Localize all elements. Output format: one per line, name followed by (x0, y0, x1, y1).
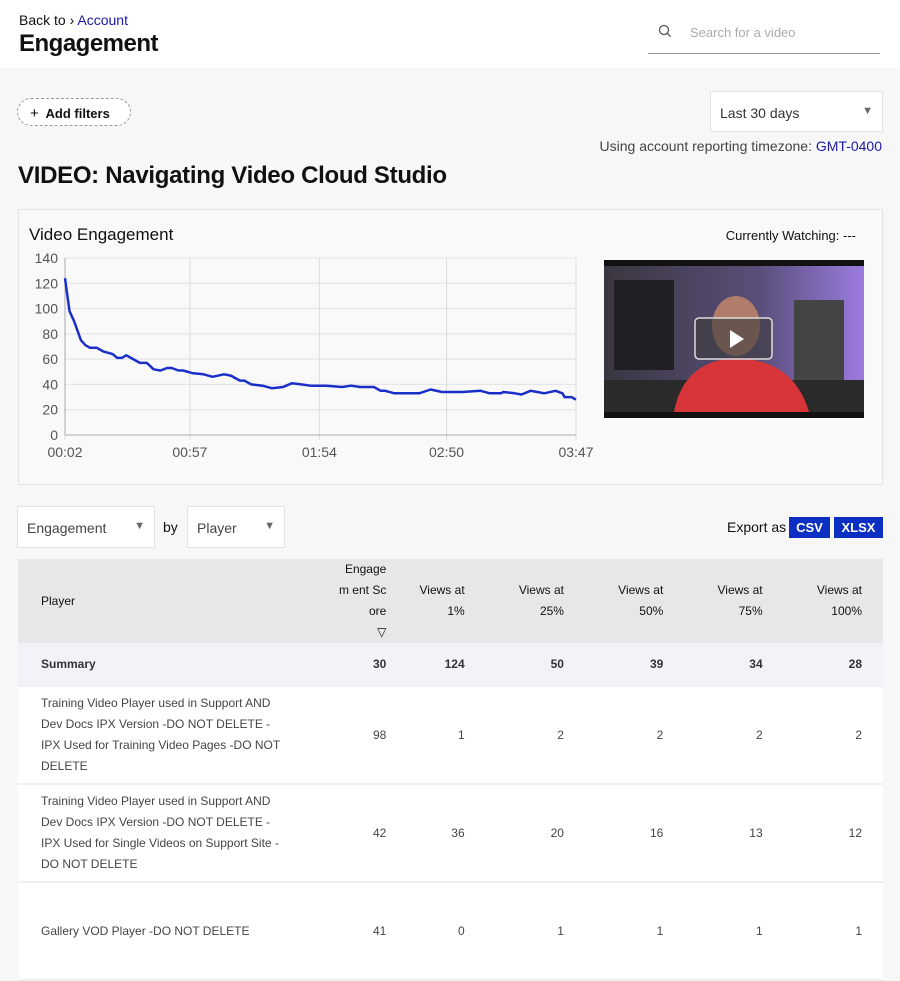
y-tick-label: 40 (42, 376, 58, 392)
x-tick-label: 03:47 (558, 444, 593, 460)
table-row[interactable]: Training Video Player used in Support AN… (18, 686, 883, 785)
account-link[interactable]: Account (77, 12, 128, 28)
add-filters-button[interactable]: + Add filters (17, 98, 131, 126)
y-tick-label: 140 (35, 250, 59, 266)
search-box (648, 16, 880, 54)
play-icon (730, 330, 744, 348)
col-views-100[interactable]: Views at 100% (783, 559, 883, 643)
summary-row: Summary 30 124 50 39 34 28 (18, 643, 883, 687)
timezone-note: Using account reporting timezone: GMT-04… (600, 138, 882, 154)
col-player[interactable]: Player (18, 559, 308, 643)
x-tick-label: 02:50 (429, 444, 464, 460)
date-range-value: Last 30 days (720, 105, 800, 121)
player-name: Training Video Player used in Support AN… (18, 784, 308, 883)
video-thumbnail[interactable] (604, 260, 864, 418)
col-views-1[interactable]: Views at 1% (386, 559, 486, 643)
metric-select[interactable]: Engagement ▼ (17, 506, 155, 548)
y-tick-label: 60 (42, 351, 58, 367)
col-engagement-score[interactable]: Engagem ent Score ▽ (307, 559, 387, 643)
col-views-50[interactable]: Views at 50% (584, 559, 685, 643)
y-tick-label: 80 (42, 326, 58, 342)
engagement-table: Player Engagem ent Score ▽ Views at 1% Vi… (18, 559, 883, 981)
x-tick-label: 01:54 (302, 444, 337, 460)
cell: 42 (307, 784, 387, 883)
cell: 13 (684, 784, 784, 883)
breadcrumb: Back to › Account (19, 12, 128, 28)
summary-label: Summary (18, 643, 308, 687)
table-header-row: Player Engagem ent Score ▽ Views at 1% Vi… (18, 559, 883, 643)
timezone-label: Using account reporting timezone: (599, 138, 812, 154)
cell: 34 (684, 643, 784, 687)
metric-value: Engagement (27, 520, 107, 536)
video-title: VIDEO: Navigating Video Cloud Studio (18, 162, 447, 189)
x-tick-label: 00:57 (172, 444, 207, 460)
by-label: by (163, 519, 178, 535)
sort-icon[interactable]: ▽ (377, 625, 387, 639)
search-input[interactable] (690, 25, 870, 40)
cell: 2 (783, 686, 883, 785)
export-xlsx-button[interactable]: XLSX (834, 517, 883, 538)
chevron-down-icon: ▼ (264, 520, 275, 532)
cell: 20 (485, 784, 585, 883)
x-tick-label: 00:02 (47, 444, 82, 460)
cell: 2 (584, 686, 685, 785)
timezone-link[interactable]: GMT-0400 (815, 138, 882, 154)
chevron-down-icon: ▼ (862, 105, 873, 117)
cell: 28 (783, 643, 883, 687)
cell: 98 (307, 686, 387, 785)
chart-title: Video Engagement (29, 225, 174, 244)
y-tick-label: 100 (35, 301, 59, 317)
engagement-line (63, 278, 577, 401)
cell: 2 (485, 686, 585, 785)
player-name: Training Video Player used in Support AN… (18, 686, 308, 785)
currently-watching: Currently Watching: --- (725, 228, 856, 243)
back-label: Back to (19, 12, 66, 28)
dimension-select[interactable]: Player ▼ (187, 506, 285, 548)
plus-icon: + (30, 105, 39, 122)
col-views-25[interactable]: Views at 25% (485, 559, 585, 643)
col-views-75[interactable]: Views at 75% (684, 559, 784, 643)
engagement-card: 0 20 40 60 80 100 120 140 00:02 00:57 01:54 02:50 03… (18, 209, 883, 485)
table-row[interactable]: Training Video Player used in Support AN… (18, 784, 883, 883)
cell: 124 (386, 643, 486, 687)
cell: 1 (386, 686, 486, 785)
page-header: Back to › Account Engagement (0, 0, 900, 68)
col-engagement-score-label: Engagem ent Score (338, 562, 387, 618)
cell: 50 (485, 643, 585, 687)
search-icon (658, 24, 672, 41)
cell: 36 (386, 784, 486, 883)
cell: 39 (584, 643, 685, 687)
y-tick-label: 0 (50, 427, 58, 443)
dimension-value: Player (197, 520, 237, 536)
add-filters-label: Add filters (45, 106, 110, 121)
y-tick-label: 120 (35, 275, 59, 291)
export-label: Export as (727, 519, 787, 535)
y-tick-label: 20 (42, 402, 58, 418)
page-title: Engagement (19, 30, 159, 57)
cell: 30 (307, 643, 387, 687)
chevron-down-icon: ▼ (134, 520, 145, 532)
cell: 16 (584, 784, 685, 883)
cell: 2 (684, 686, 784, 785)
export-csv-button[interactable]: CSV (789, 517, 830, 538)
breadcrumb-separator: › (69, 12, 75, 28)
engagement-chart: 0 20 40 60 80 100 120 140 00:02 00:57 01:54 02:50 03… (35, 250, 594, 460)
date-range-select[interactable]: Last 30 days ▼ (710, 91, 883, 132)
cell: 12 (783, 784, 883, 883)
